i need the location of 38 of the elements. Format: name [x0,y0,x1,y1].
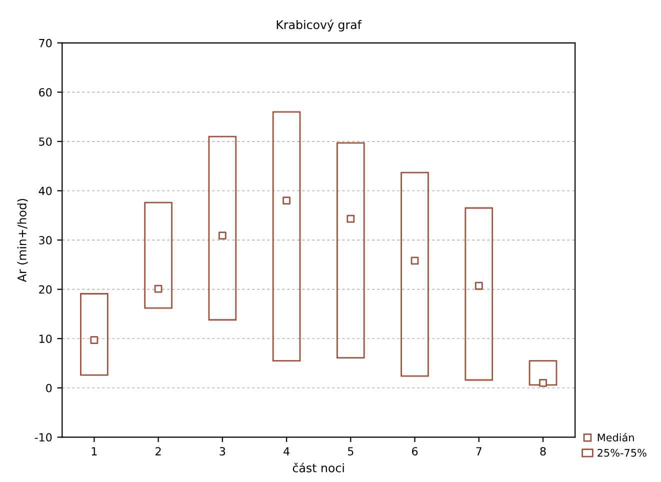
y-tick-label: 20 [39,285,52,294]
y-tick-label: 0 [46,384,52,392]
x-tick-label: 8 [540,447,546,456]
y-tick-label: -10 [34,433,52,442]
bar [144,202,172,309]
y-tick-label: 30 [39,236,52,244]
x-tick-label: 5 [348,447,354,456]
bar [528,360,558,386]
y-axis-title: Ar (min+/hod) [17,198,28,282]
x-tick-label: 3 [220,447,226,456]
bar [464,207,494,381]
x-tick-label: 4 [284,447,290,456]
y-tick-label: 70 [39,38,52,48]
x-tick-label: 7 [476,447,482,456]
point [474,282,483,290]
point [90,336,98,344]
bar [80,293,108,376]
point [218,232,226,240]
point [346,214,355,223]
y-tick-label: 60 [39,88,52,97]
legend-label: 25%-75% [598,448,646,457]
point [410,256,419,265]
chart-title: Krabicový graf [276,20,362,32]
legend-label: Medián [598,432,634,442]
bar [272,111,301,362]
y-tick-label: 10 [39,334,52,343]
x-tick-label: 2 [156,447,161,456]
x-tick-label: 1 [92,447,97,456]
y-tick-label: 40 [38,186,52,196]
x-axis-title: část noci [292,462,344,472]
point [539,379,547,387]
bar [336,142,365,359]
x-tick-label: 6 [412,447,418,456]
point [282,196,290,205]
bar [208,136,237,321]
y-tick-label: 50 [39,137,52,146]
bar [400,172,429,377]
point [154,284,162,293]
